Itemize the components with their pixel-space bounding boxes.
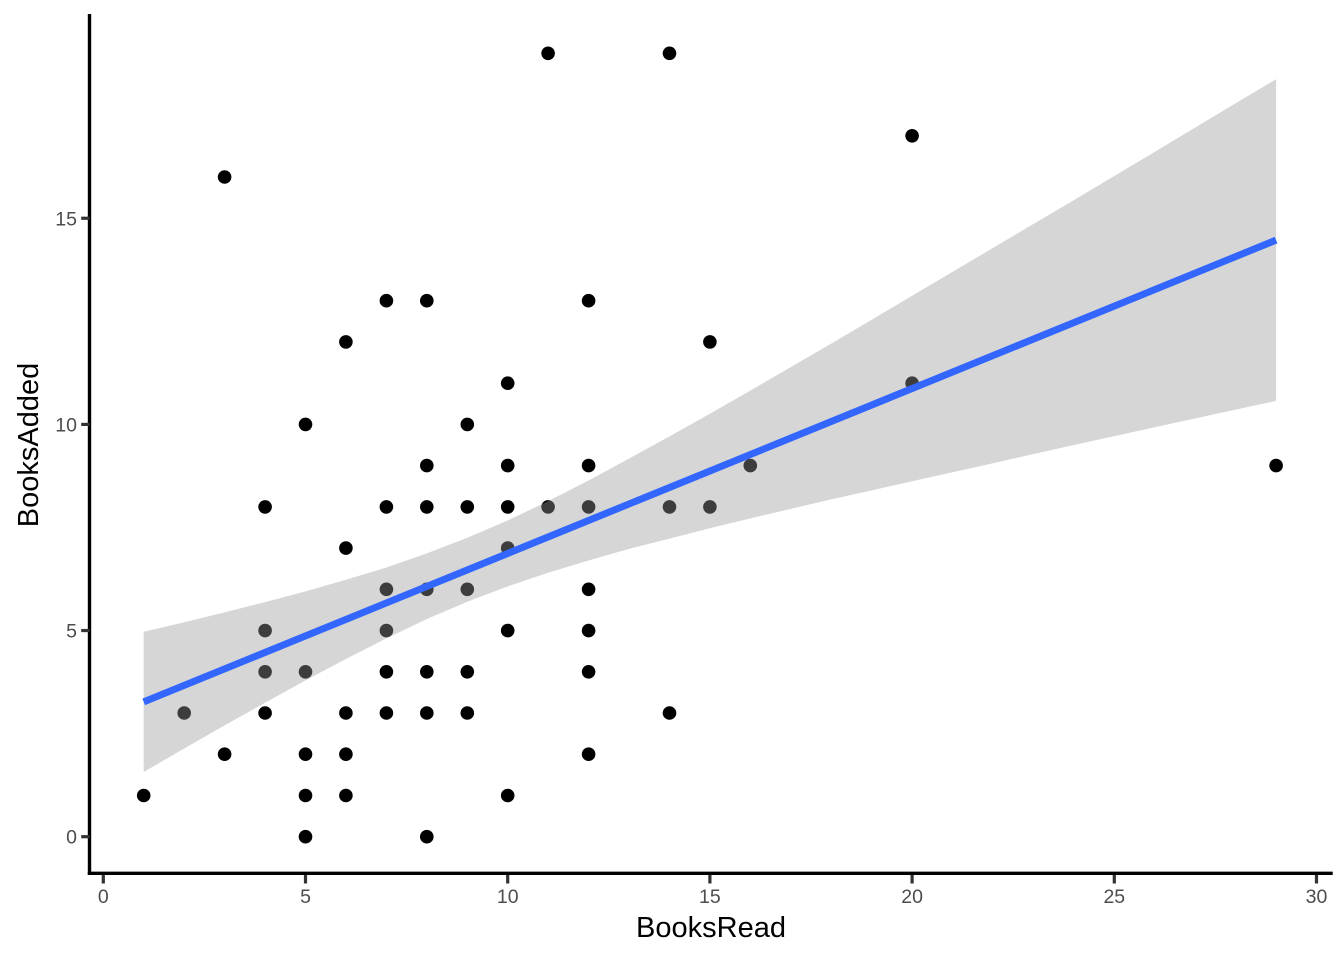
data-point bbox=[258, 665, 272, 679]
x-tick-label: 20 bbox=[901, 886, 923, 908]
data-point bbox=[743, 458, 758, 473]
data-point bbox=[460, 417, 475, 432]
data-point bbox=[258, 623, 272, 638]
y-axis-title: BooksAdded bbox=[13, 363, 45, 527]
data-point bbox=[581, 458, 596, 473]
data-point bbox=[339, 335, 353, 349]
x-axis-title: BooksRead bbox=[636, 912, 786, 944]
data-point bbox=[703, 500, 717, 514]
data-point bbox=[339, 788, 353, 803]
data-point bbox=[379, 500, 394, 514]
data-point bbox=[420, 293, 434, 308]
data-point bbox=[581, 747, 596, 761]
data-point bbox=[460, 500, 475, 514]
x-tick-label: 5 bbox=[300, 886, 311, 908]
data-point bbox=[298, 788, 313, 803]
data-point bbox=[460, 665, 475, 679]
data-point bbox=[500, 788, 515, 803]
axes-layer bbox=[81, 14, 1333, 884]
data-point bbox=[420, 665, 434, 679]
data-point bbox=[258, 500, 272, 514]
data-point bbox=[258, 706, 272, 720]
data-point bbox=[662, 500, 677, 514]
data-point bbox=[581, 665, 596, 679]
data-point bbox=[420, 458, 434, 473]
data-point bbox=[217, 170, 232, 184]
data-point bbox=[581, 293, 596, 308]
data-point bbox=[500, 623, 515, 638]
data-point bbox=[541, 46, 555, 61]
data-point bbox=[581, 500, 596, 514]
data-point bbox=[298, 747, 313, 761]
data-point bbox=[581, 582, 596, 597]
data-point bbox=[420, 829, 434, 844]
data-point bbox=[136, 788, 151, 803]
tick-labels-layer: 0 5 10 15 20 25 30 0 5 10 15 bbox=[55, 208, 1327, 908]
data-point bbox=[500, 500, 515, 514]
data-point bbox=[379, 623, 394, 638]
regression-line bbox=[142, 236, 1278, 706]
confidence-band bbox=[143, 79, 1277, 773]
x-tick-label: 10 bbox=[497, 886, 519, 908]
data-point bbox=[703, 335, 717, 349]
x-tick-label: 0 bbox=[98, 886, 109, 908]
data-point bbox=[500, 376, 515, 391]
y-tick-label: 0 bbox=[66, 827, 77, 849]
data-point bbox=[379, 293, 394, 308]
data-point bbox=[1269, 458, 1283, 473]
confidence-band-layer bbox=[143, 79, 1277, 773]
data-point bbox=[339, 747, 353, 761]
y-tick-label: 10 bbox=[55, 414, 77, 436]
data-point bbox=[298, 665, 313, 679]
x-tick-label: 30 bbox=[1306, 886, 1328, 908]
data-point bbox=[298, 417, 313, 432]
data-point bbox=[905, 129, 919, 143]
data-point bbox=[339, 706, 353, 720]
scatter-points-layer bbox=[136, 46, 1283, 844]
data-point bbox=[379, 665, 394, 679]
x-tick-label: 15 bbox=[699, 886, 721, 908]
data-point bbox=[460, 706, 475, 720]
y-tick-label: 15 bbox=[55, 208, 77, 230]
x-tick-label: 25 bbox=[1103, 886, 1125, 908]
data-point bbox=[339, 541, 353, 555]
data-point bbox=[298, 829, 313, 844]
regression-line-layer bbox=[142, 236, 1278, 706]
data-point bbox=[541, 500, 555, 514]
data-point bbox=[500, 458, 515, 473]
data-point bbox=[379, 706, 394, 720]
data-point bbox=[420, 500, 434, 514]
data-point bbox=[177, 706, 191, 720]
data-point bbox=[379, 582, 394, 597]
y-tick-label: 5 bbox=[66, 621, 77, 643]
data-point bbox=[460, 582, 475, 597]
data-point bbox=[217, 747, 232, 761]
data-point bbox=[662, 706, 677, 720]
data-point bbox=[420, 706, 434, 720]
data-point bbox=[581, 623, 596, 638]
data-point bbox=[662, 46, 677, 61]
